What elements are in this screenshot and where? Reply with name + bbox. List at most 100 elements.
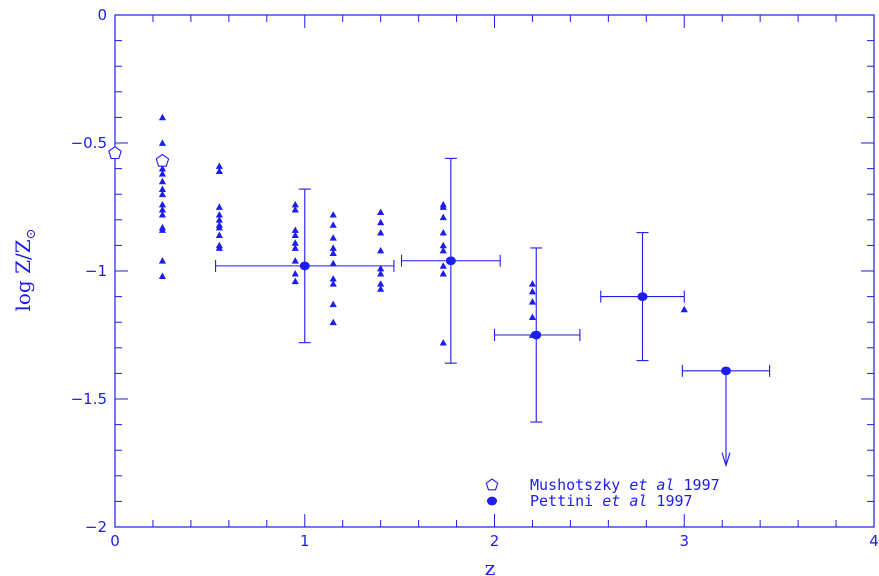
triangle-point: [528, 287, 537, 295]
triangle-point: [329, 249, 337, 256]
plot-frame: [114, 14, 875, 528]
y-tick-label: 0: [97, 6, 107, 24]
circle-point: [637, 292, 648, 301]
triangle-point: [680, 305, 688, 313]
triangle-point: [158, 211, 167, 218]
x-tick-label: 4: [869, 532, 879, 550]
triangle-point: [291, 205, 299, 213]
y-axis-label: log Z/Z⊙: [11, 228, 39, 311]
circle-point: [531, 330, 542, 340]
tick-labels: 0 1 2 3 4 0 −0.5 −1 −1.5 −2: [71, 6, 879, 550]
triangle-point: [215, 167, 223, 175]
x-tick-label: 1: [300, 532, 310, 550]
triangle-point: [158, 200, 167, 208]
triangle-point: [377, 218, 385, 226]
triangle-point: [439, 339, 447, 346]
triangle-point: [158, 177, 167, 185]
legend-label-author: Mushotszky: [530, 476, 629, 494]
triangle-point: [329, 259, 337, 267]
triangle-point: [291, 244, 299, 251]
axis-ticks: [114, 14, 875, 528]
y-tick-label: −1.5: [71, 390, 107, 408]
triangle-point: [215, 244, 223, 251]
data-marks: [108, 113, 771, 468]
y-tick-label: −0.5: [71, 134, 107, 152]
x-tick-label: 0: [110, 532, 120, 550]
triangle-point: [439, 229, 447, 236]
triangle-point: [215, 231, 223, 239]
triangle-point: [158, 185, 167, 192]
x-axis-label: z: [485, 556, 496, 576]
triangle-point: [291, 200, 299, 208]
triangle-point: [528, 313, 537, 320]
y-axis-label-group: log Z/Z⊙: [11, 228, 39, 311]
triangle-point: [215, 223, 223, 231]
triangle-point: [528, 280, 537, 287]
triangle-point: [439, 203, 447, 210]
legend-label-author: Pettini: [530, 492, 602, 510]
circle-point: [720, 366, 731, 376]
legend-label-etal: et al: [629, 476, 674, 494]
triangle-point: [377, 280, 385, 287]
upper-limit-arrow: [721, 452, 731, 468]
triangle-point: [439, 213, 447, 221]
pentagon-point: [155, 153, 170, 167]
triangle-point: [215, 162, 223, 169]
triangle-point: [158, 139, 167, 146]
triangle-point: [377, 246, 385, 254]
legend-circle-icon: [487, 496, 497, 506]
triangle-point: [291, 231, 299, 239]
triangle-point: [291, 269, 299, 277]
x-tick-label: 3: [679, 532, 689, 550]
triangle-point: [215, 216, 223, 223]
triangle-point: [291, 226, 299, 233]
legend-label-etal: et al: [602, 492, 647, 510]
triangle-point: [439, 241, 447, 249]
legend-pentagon-icon: [485, 478, 499, 491]
triangle-point: [215, 211, 223, 218]
triangle-point: [377, 208, 385, 215]
triangle-point: [291, 277, 299, 285]
triangle-point: [329, 211, 337, 218]
triangle-point: [158, 113, 167, 121]
triangle-point: [158, 272, 167, 279]
triangle-point: [329, 280, 337, 287]
triangle-point: [439, 262, 447, 269]
triangle-point: [439, 269, 447, 277]
triangle-point: [158, 190, 167, 198]
legend-label-year: 1997: [675, 476, 720, 494]
triangle-point: [158, 165, 167, 172]
y-axis-label-sub: ⊙: [24, 228, 39, 239]
triangle-point: [377, 264, 385, 272]
triangle-point: [377, 269, 385, 277]
triangle-point: [329, 234, 337, 241]
legend-label-year: 1997: [647, 492, 692, 510]
triangle-point: [377, 285, 385, 292]
x-tick-label: 2: [490, 532, 500, 550]
triangle-point: [158, 226, 167, 233]
y-tick-label: −2: [85, 518, 107, 536]
y-axis-label-main: log Z/Z: [11, 239, 35, 311]
triangle-point: [158, 257, 167, 264]
triangle-point: [329, 275, 337, 282]
pentagon-point: [108, 146, 122, 160]
triangle-point: [528, 298, 537, 305]
triangle-point: [291, 239, 299, 246]
legend-label: Mushotszky et al 1997: [530, 476, 720, 494]
triangle-point: [158, 170, 167, 177]
legend-label: Pettini et al 1997: [530, 492, 693, 510]
circle-point: [299, 261, 310, 271]
triangle-point: [329, 244, 337, 251]
triangle-point: [158, 205, 167, 213]
triangle-point: [215, 203, 223, 210]
triangle-point: [329, 318, 337, 326]
y-tick-label: −1: [85, 262, 107, 280]
circle-point: [445, 256, 456, 266]
triangle-point: [377, 229, 385, 236]
triangle-point: [329, 300, 337, 308]
triangle-point: [291, 257, 299, 264]
triangle-point: [439, 246, 447, 254]
triangle-point: [329, 221, 337, 228]
